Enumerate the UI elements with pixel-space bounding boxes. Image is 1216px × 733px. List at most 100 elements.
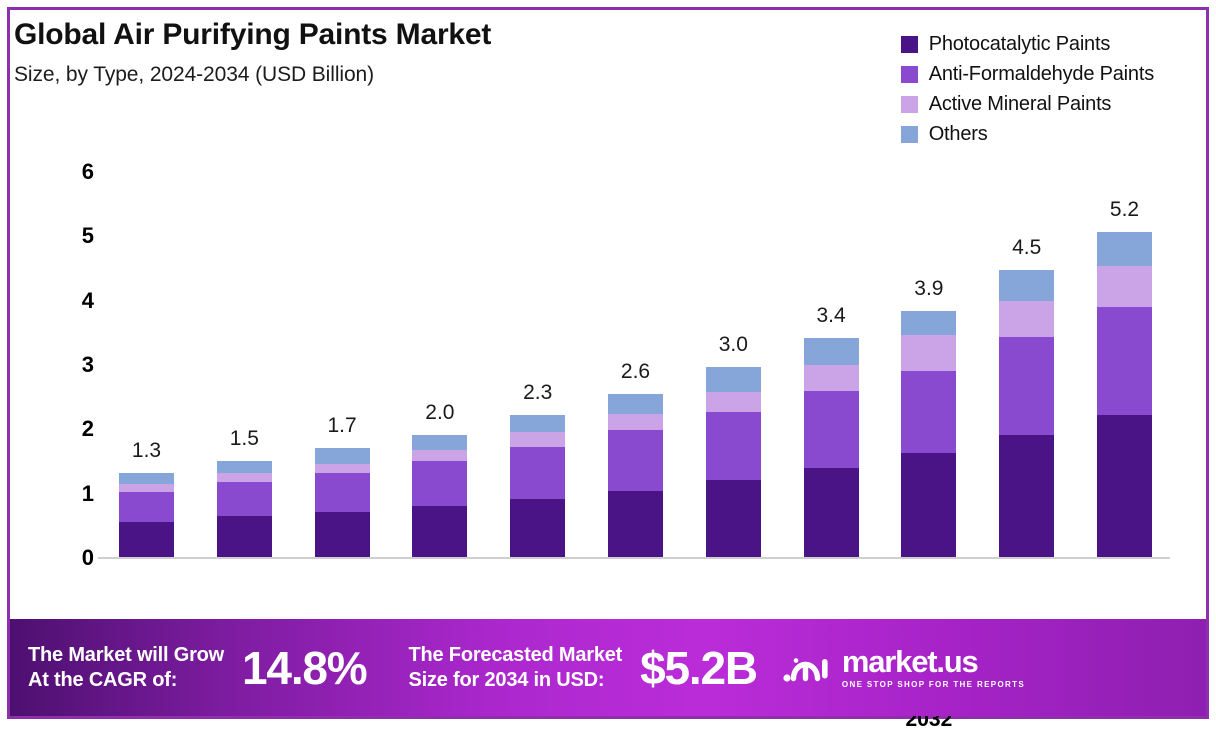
- bar-value-label: 2.3: [523, 381, 553, 405]
- bar-segment[interactable]: [412, 506, 468, 557]
- legend-item-label: Photocatalytic Paints: [928, 33, 1111, 55]
- bar-segment[interactable]: [216, 460, 272, 474]
- bar-segment[interactable]: [119, 473, 174, 485]
- legend-item[interactable]: Active Mineral Paints: [900, 93, 1111, 116]
- bar-segment[interactable]: [216, 473, 272, 482]
- stacked-bar[interactable]: [1097, 232, 1152, 557]
- bar-group[interactable]: 3.9 2032: [901, 277, 957, 731]
- cagr-block: The Market will Grow At the CAGR of: 14.…: [28, 641, 368, 695]
- bar-segment[interactable]: [999, 434, 1055, 557]
- bar-group[interactable]: 2.62029: [608, 360, 663, 557]
- bar-segment[interactable]: [705, 391, 761, 413]
- bar-group[interactable]: 1.52025: [216, 427, 272, 557]
- bottom-banner: The Market will Grow At the CAGR of: 14.…: [10, 619, 1206, 716]
- bar-segment[interactable]: [1097, 266, 1152, 308]
- bar-segment[interactable]: [608, 430, 663, 492]
- bar-segment[interactable]: [608, 393, 663, 414]
- market-us-logo[interactable]: market.us ONE STOP SHOP FOR THE REPORTS: [783, 646, 1025, 689]
- bar-segment[interactable]: [314, 473, 370, 512]
- cagr-caption-line2: At the CAGR of:: [28, 668, 178, 691]
- bar-segment[interactable]: [216, 481, 272, 517]
- legend-item-label: Others: [928, 123, 988, 145]
- forecast-caption-line1: The Forecasted Market: [408, 644, 623, 667]
- stacked-bar[interactable]: [314, 447, 370, 557]
- bar-segment[interactable]: [510, 415, 566, 432]
- stacked-bar[interactable]: [216, 460, 272, 557]
- chart-subtitle: Size, by Type, 2024-2034 (USD Billion): [14, 63, 374, 86]
- bar-group[interactable]: 1.32024: [119, 439, 174, 557]
- logo-text: market.us ONE STOP SHOP FOR THE REPORTS: [842, 646, 1025, 689]
- square-swatch-icon: [900, 126, 918, 143]
- bar-value-label: 3.0: [718, 333, 748, 357]
- bar-segment[interactable]: [510, 447, 566, 500]
- bar-segment[interactable]: [803, 338, 859, 366]
- bar-segment[interactable]: [803, 391, 859, 469]
- square-swatch-icon: [900, 96, 918, 113]
- legend-item[interactable]: Anti-Formaldehyde Paints: [900, 63, 1155, 86]
- page-title: Global Air Purifying Paints Market: [14, 18, 492, 51]
- bar-segment[interactable]: [119, 484, 174, 493]
- bar-value-label: 4.5: [1012, 236, 1042, 260]
- bar-group[interactable]: 1.72026: [314, 414, 370, 557]
- bar-value-label: 5.2: [1109, 198, 1140, 222]
- bar-segment[interactable]: [608, 413, 663, 431]
- bar-segment[interactable]: [314, 447, 370, 464]
- bar-group[interactable]: 2.02027: [412, 401, 468, 557]
- logo-wordmark: market.us: [841, 644, 979, 679]
- bar-value-label: 2.6: [620, 359, 651, 383]
- bar-segment[interactable]: [119, 521, 174, 557]
- bar-segment[interactable]: [1097, 232, 1152, 267]
- chart-header: Global Air Purifying Paints Market Size,…: [14, 18, 794, 87]
- bar-group[interactable]: 3.42031: [803, 304, 859, 557]
- bar-segment[interactable]: [803, 468, 859, 557]
- stacked-bar[interactable]: [119, 473, 174, 557]
- bar-segment[interactable]: [510, 431, 566, 447]
- bar-segment[interactable]: [705, 367, 761, 392]
- legend-item-label: Anti-Formaldehyde Paints: [928, 63, 1155, 85]
- bar-group[interactable]: 4.52033: [999, 236, 1055, 690]
- bar-segment[interactable]: [901, 452, 957, 557]
- bar-segment[interactable]: [803, 365, 859, 392]
- bar-segment[interactable]: [510, 499, 566, 557]
- y-axis-tick-label: 1: [81, 480, 94, 506]
- stacked-bar[interactable]: [608, 393, 663, 557]
- forecast-block: The Forecasted Market Size for 2034 in U…: [408, 641, 758, 695]
- stacked-bar[interactable]: [803, 338, 859, 557]
- bar-group[interactable]: 3.02030: [705, 333, 761, 557]
- bar-group[interactable]: 5.22034: [1097, 198, 1152, 652]
- y-axis-tick-label: 0: [81, 545, 94, 570]
- bar-segment[interactable]: [216, 516, 272, 557]
- bar-segment[interactable]: [412, 449, 468, 461]
- bar-segment[interactable]: [314, 511, 370, 557]
- bar-value-label: 3.4: [816, 304, 846, 328]
- bar-group[interactable]: 2.32028: [510, 381, 566, 557]
- y-axis-tick-label: 4: [81, 287, 94, 313]
- bar-segment[interactable]: [705, 480, 761, 557]
- stacked-bar[interactable]: [412, 434, 468, 557]
- bar-segment[interactable]: [119, 492, 174, 522]
- bar-segment[interactable]: [999, 337, 1055, 435]
- legend-item[interactable]: Photocatalytic Paints: [900, 33, 1111, 56]
- stacked-bar[interactable]: [999, 270, 1055, 557]
- bar-segment[interactable]: [608, 491, 663, 557]
- bar-segment[interactable]: [999, 270, 1055, 301]
- bar-segment[interactable]: [1097, 307, 1152, 415]
- bar-segment[interactable]: [314, 463, 370, 474]
- bar-segment[interactable]: [1097, 414, 1152, 557]
- stacked-bar[interactable]: [901, 311, 957, 557]
- bar-segment[interactable]: [901, 311, 957, 336]
- market-us-logo-mark: [783, 657, 828, 682]
- bar-segment[interactable]: [999, 300, 1055, 337]
- y-axis: 0 1 2 3 4 5 6: [52, 159, 94, 570]
- bar-segment[interactable]: [901, 371, 957, 453]
- bar-segment[interactable]: [705, 412, 761, 481]
- stacked-bar[interactable]: [705, 367, 761, 557]
- cagr-caption-line1: The Market will Grow: [28, 644, 225, 667]
- bar-series-container: 1.32024 1.52025 1.72026 2.02027 2.32028 2.620…: [98, 170, 1174, 731]
- stacked-bar[interactable]: [510, 415, 566, 557]
- bar-segment[interactable]: [412, 434, 468, 450]
- bar-segment[interactable]: [901, 335, 957, 372]
- bar-segment[interactable]: [412, 460, 468, 507]
- legend-item[interactable]: Others: [900, 123, 988, 146]
- bar-value-label: 1.5: [229, 426, 259, 450]
